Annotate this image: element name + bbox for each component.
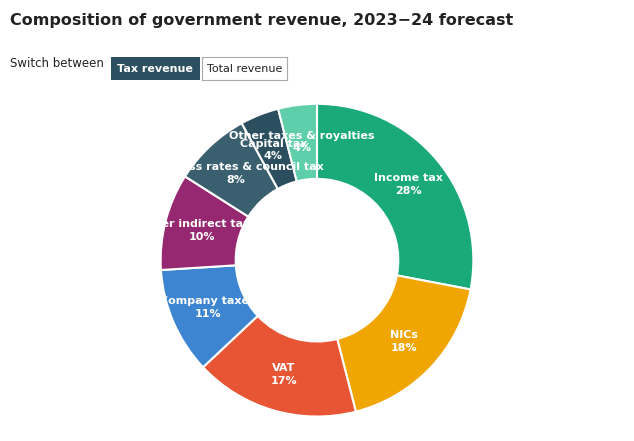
Wedge shape	[161, 265, 258, 367]
Wedge shape	[185, 123, 278, 217]
Text: Business rates & council tax
8%: Business rates & council tax 8%	[147, 162, 324, 185]
Text: Other taxes & royalties
4%: Other taxes & royalties 4%	[230, 131, 375, 153]
Text: Tax revenue: Tax revenue	[117, 64, 193, 74]
Wedge shape	[278, 104, 317, 181]
Wedge shape	[160, 176, 249, 270]
Wedge shape	[337, 276, 470, 411]
Text: Other indirect taxes
10%: Other indirect taxes 10%	[139, 220, 264, 242]
Wedge shape	[203, 316, 356, 417]
Text: Switch between: Switch between	[10, 57, 103, 71]
Text: Capital tax
4%: Capital tax 4%	[240, 138, 307, 161]
Text: VAT
17%: VAT 17%	[271, 363, 297, 385]
Text: NICs
18%: NICs 18%	[390, 330, 418, 353]
Wedge shape	[317, 104, 474, 289]
Text: Composition of government revenue, 2023−24 forecast: Composition of government revenue, 2023−…	[10, 13, 513, 28]
Text: Total revenue: Total revenue	[207, 64, 282, 74]
Wedge shape	[242, 109, 297, 189]
Text: Company taxes
11%: Company taxes 11%	[160, 296, 256, 318]
Text: Income tax
28%: Income tax 28%	[374, 173, 443, 196]
